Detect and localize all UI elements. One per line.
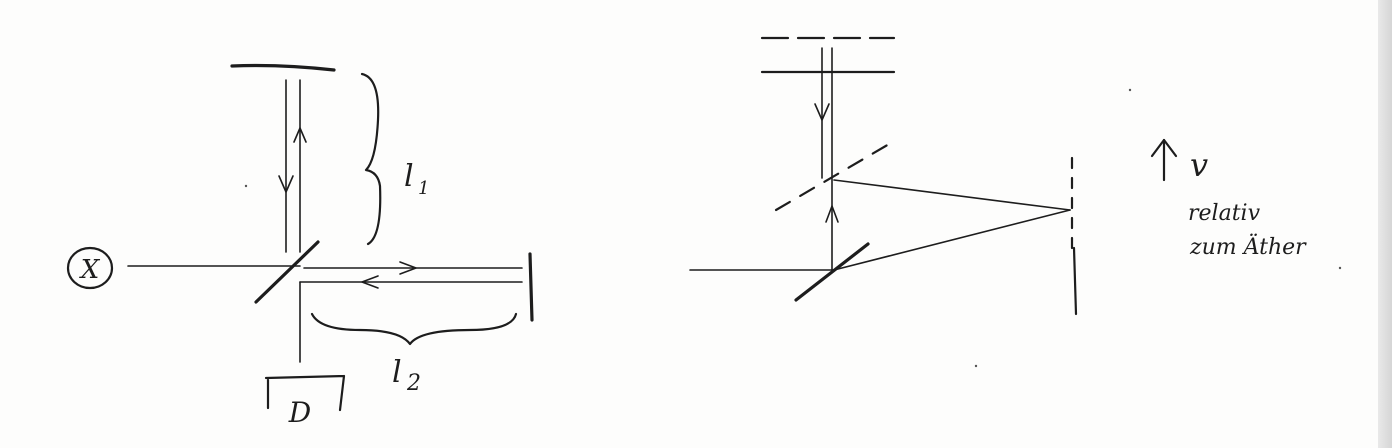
label-l2-index: 2 — [406, 371, 421, 396]
interferometer-diagram: X l 1 — [66, 63, 534, 429]
velocity-annotation: v relativ zum Äther — [1150, 138, 1307, 260]
relative-label: relativ — [1188, 201, 1261, 226]
arm1-down-arrow — [278, 175, 294, 193]
mirror-2 — [528, 252, 534, 322]
moving-apparatus-diagram — [689, 36, 1078, 316]
moving-up-arrow — [825, 205, 839, 223]
label-l1-letter: l — [404, 159, 414, 194]
light-source-circle — [66, 246, 114, 290]
pencil-dot — [974, 364, 978, 368]
brace-l2 — [310, 312, 518, 346]
mirror-1 — [230, 63, 336, 72]
moving-beam-return — [833, 179, 1071, 211]
moving-down-arrow — [814, 103, 830, 121]
velocity-label: v — [1190, 146, 1208, 184]
detector: D — [264, 374, 346, 429]
mirror-2-moved — [1072, 246, 1078, 316]
pencil-dot — [1338, 266, 1342, 270]
paper-edge — [1378, 0, 1392, 448]
moving-beam-out — [833, 209, 1071, 271]
beam-splitter — [254, 240, 320, 304]
beam-splitter-dashed — [774, 138, 898, 212]
arm2-left-arrow — [361, 275, 379, 289]
label-l2: l 2 — [392, 355, 421, 396]
light-source: X — [66, 246, 114, 290]
pencil-dot — [244, 184, 248, 188]
brace-l1 — [360, 72, 382, 246]
label-l1: l 1 — [404, 159, 429, 199]
velocity-arrow-head — [1150, 138, 1178, 158]
ether-label: zum Äther — [1189, 233, 1307, 260]
detector-box — [264, 374, 346, 412]
label-l2-letter: l — [392, 355, 402, 390]
moving-beam-splitter — [794, 242, 870, 302]
label-l1-index: 1 — [418, 178, 429, 199]
detector-label: D — [288, 396, 311, 429]
light-source-label: X — [79, 255, 101, 285]
pencil-dot — [1128, 88, 1132, 92]
pencil-marks — [244, 88, 1342, 368]
arm1-up-arrow — [293, 127, 307, 143]
arm2-right-arrow — [399, 261, 417, 275]
